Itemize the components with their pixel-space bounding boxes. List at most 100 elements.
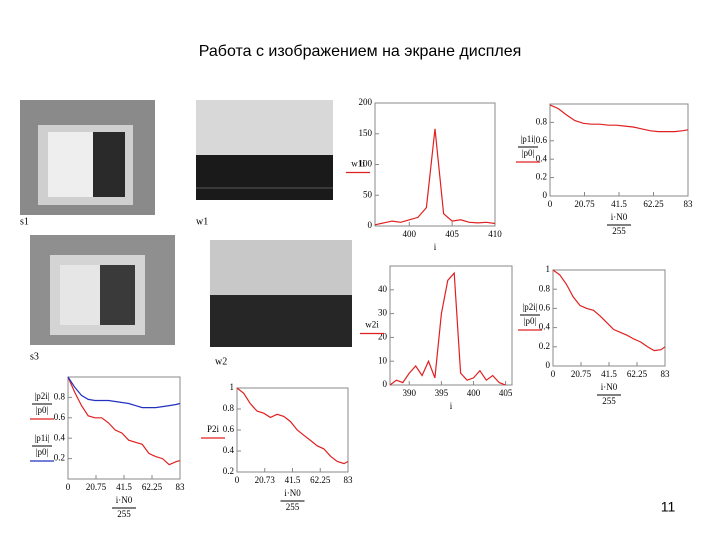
y-tick-label: 200 [359,97,373,107]
x-tick-label: 62.25 [627,369,648,379]
x-tick-label: 395 [435,388,449,398]
series-label: |p1i| [34,433,49,443]
y-tick-label: 30 [378,308,388,318]
image-label: s1 [20,216,29,227]
y-tick-label: 10 [378,355,388,365]
data-line [552,269,666,352]
series-label: |p0| [36,405,49,415]
y-tick-label: 40 [378,284,388,294]
y-tick-label: 0.6 [223,424,235,434]
series-label: |p1i| [520,134,535,144]
x-axis-label: 255 [602,396,616,406]
photo-s3 [30,235,175,345]
y-tick-label: 0.8 [539,283,551,293]
x-tick-label: 41.5 [601,369,617,379]
x-tick-label: 0 [66,482,71,492]
plot-frame [67,376,181,480]
photo-s1 [20,100,155,215]
y-tick-label: 0.2 [536,172,547,182]
plot-frame [389,265,513,386]
y-tick-label: 100 [359,159,373,169]
y-tick-label: 0.4 [536,153,548,163]
x-axis-label: i·N0 [116,495,133,505]
series-label: w2i [365,320,379,330]
x-tick-label: 41.5 [116,482,132,492]
y-tick-label: 0.8 [54,391,66,401]
x-tick-label: 405 [445,229,459,239]
x-tick-label: 62.25 [643,199,664,209]
data-line [374,128,496,226]
y-tick-label: 150 [359,128,373,138]
photo-w1 [196,100,333,200]
x-tick-label: 20.75 [574,199,595,209]
x-tick-label: 62.25 [310,475,331,485]
x-axis-label: 255 [117,509,131,519]
y-tick-label: 50 [363,189,373,199]
x-tick-label: 62.25 [142,482,163,492]
series-label: |p2i| [34,391,49,401]
x-tick-label: 405 [499,388,513,398]
plot-frame [374,102,496,227]
x-tick-label: 410 [488,229,502,239]
series-label: P2i [207,424,220,434]
x-axis-label: i·N0 [601,382,618,392]
x-axis-label: i [434,242,437,252]
y-tick-label: 0.2 [539,341,550,351]
series-label: w1i [351,159,365,169]
series-label: |p0| [522,148,535,158]
data-line [236,387,349,465]
slide-title: Работа с изображением на экране дисплея [199,43,522,60]
x-axis-label: i [450,401,453,411]
x-axis-label: i·N0 [284,488,301,498]
plot-frame [236,387,349,473]
data-line [67,376,181,409]
image-label: w1 [196,216,208,227]
y-tick-label: 0 [383,379,388,389]
y-tick-label: 0 [543,190,548,200]
series-label: |p2i| [522,302,537,312]
series-label: |p0| [36,447,49,457]
x-tick-label: 0 [235,475,240,485]
y-tick-label: 0 [546,360,551,370]
y-tick-label: 0 [368,220,373,230]
x-tick-label: 0 [548,199,553,209]
x-tick-label: 20.75 [571,369,592,379]
y-tick-label: 0.6 [539,302,551,312]
x-tick-label: 0 [551,369,556,379]
image-label: w2 [215,356,227,367]
image-label: s3 [30,351,39,362]
x-tick-label: 83 [661,369,671,379]
x-axis-label: 255 [612,226,626,236]
y-tick-label: 0.4 [223,445,235,455]
data-line [389,271,506,386]
x-tick-label: 41.5 [285,475,301,485]
x-tick-label: 400 [467,388,481,398]
y-tick-label: 0.6 [536,135,548,145]
y-tick-label: 1 [230,382,235,392]
data-line [67,376,181,466]
y-tick-label: 1 [546,264,551,274]
x-tick-label: 400 [403,229,417,239]
plot-frame [552,269,666,367]
x-tick-label: 83 [684,199,694,209]
x-tick-label: 41.5 [611,199,627,209]
page-number: 11 [661,499,676,515]
y-tick-label: 0.4 [539,322,551,332]
x-tick-label: 83 [176,482,186,492]
x-tick-label: 83 [344,475,354,485]
y-tick-label: 0.2 [54,453,65,463]
x-axis-label: 255 [286,502,300,512]
y-tick-label: 0.8 [223,403,235,413]
y-tick-label: 0.8 [536,116,548,126]
y-tick-label: 20 [378,331,388,341]
x-axis-label: i·N0 [611,212,628,222]
x-tick-label: 20.73 [255,475,276,485]
y-tick-label: 0.4 [54,432,66,442]
y-tick-label: 0.2 [223,466,234,476]
data-line [549,104,689,133]
x-tick-label: 390 [403,388,417,398]
photo-w2 [210,240,352,347]
series-label: |p0| [524,316,537,326]
x-tick-label: 20.75 [86,482,107,492]
